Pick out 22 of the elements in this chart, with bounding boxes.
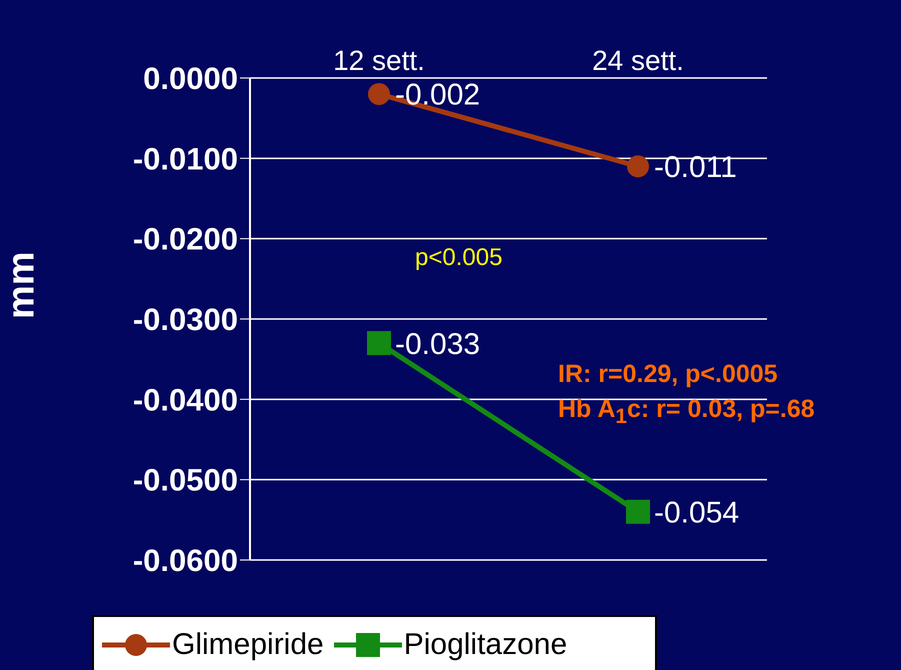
point [368, 83, 390, 106]
data-label: -0.002 [395, 78, 480, 112]
data-label: -0.054 [654, 496, 740, 530]
data-label: -0.033 [395, 328, 480, 361]
point [627, 155, 649, 178]
point [367, 331, 391, 356]
annotation-text: p<0.005 [415, 244, 502, 272]
y-tick-label: -0.0300 [132, 302, 238, 338]
y-tick-label: 0.0000 [143, 61, 238, 96]
annotation: Hb A$_{1}$c: r= 0.03, p=.68 [558, 395, 815, 429]
y-tick-label: -0.0200 [132, 222, 238, 257]
annotation: IR: r=0.29, p<.0005 [558, 360, 778, 389]
x-tick-label: 12 sett. [333, 45, 425, 76]
y-axis-title: mm [0, 251, 42, 319]
point [626, 500, 650, 524]
x-tick-label: 24 sett. [592, 45, 684, 76]
y-tick-label: -0.0100 [132, 141, 238, 176]
y-tick-label: -0.0600 [132, 543, 238, 578]
legend-label: Glimepiride [172, 628, 324, 662]
y-tick-label: -0.0400 [132, 382, 238, 418]
legend-label: Pioglitazone [404, 628, 568, 662]
y-tick-label: -0.0500 [132, 462, 238, 498]
